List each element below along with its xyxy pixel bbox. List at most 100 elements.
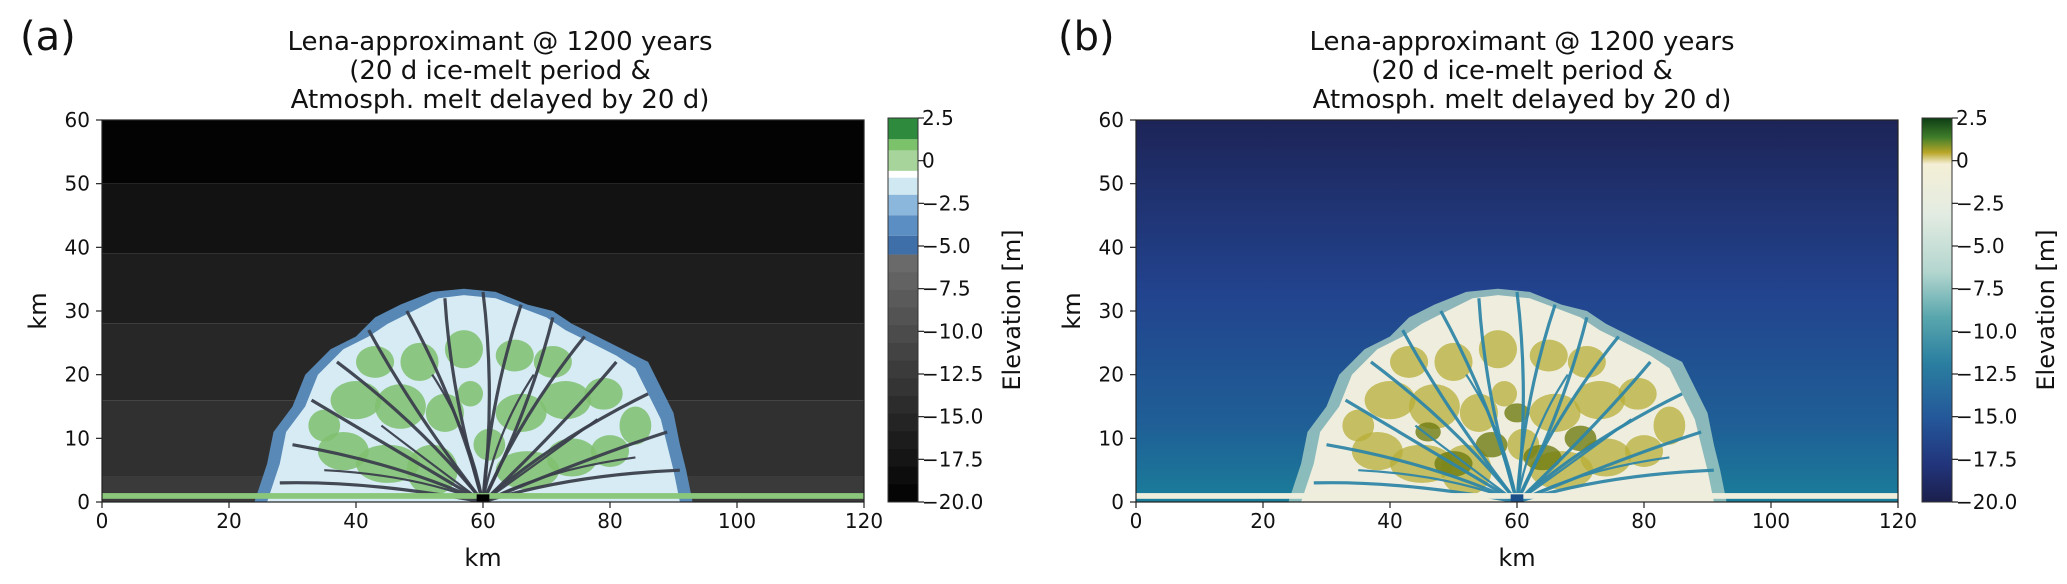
distributary-channel bbox=[481, 392, 649, 502]
x-tick-label: 40 bbox=[343, 509, 368, 533]
emergent-patch bbox=[1390, 346, 1429, 378]
emergent-patch bbox=[308, 409, 341, 442]
emergent-patch bbox=[1364, 381, 1416, 420]
distributary-channel bbox=[1414, 424, 1518, 502]
panel-b-colorbar: 2.5 0 −2.5 −5.0 −7.5 −10.0 −12.5 −15.0 −17.5 −20.… bbox=[1921, 106, 2060, 514]
colorbar-frame bbox=[1921, 117, 1953, 503]
x-axis-label: km bbox=[464, 544, 501, 572]
panel-a-plot-area bbox=[102, 120, 864, 502]
distributary-channel bbox=[380, 424, 484, 502]
colorbar-segment bbox=[888, 484, 918, 503]
emergent-patch bbox=[444, 330, 484, 369]
colorbar-tick-label: 2.5 bbox=[922, 106, 954, 130]
emergent-patch bbox=[1653, 406, 1686, 445]
x-tick-label: 0 bbox=[96, 509, 109, 533]
colorbar-tick-label: −17.5 bbox=[922, 447, 983, 471]
colorbar-segment bbox=[888, 254, 918, 273]
colorbar-tick-label: −5.0 bbox=[922, 234, 971, 258]
emergent-patch bbox=[425, 393, 464, 432]
colorbar-segment bbox=[888, 177, 918, 195]
panel-letter-a: (a) bbox=[20, 14, 76, 60]
panel-b-plot-area bbox=[1136, 120, 1898, 502]
colorbar-tick-label: −10.0 bbox=[1956, 319, 2017, 343]
colorbar-segment bbox=[888, 215, 918, 236]
panel-a-title: Lena-approximant @ 1200 years (20 d ice-… bbox=[230, 28, 770, 115]
colorbar-segment bbox=[888, 413, 918, 432]
colorbar-segment bbox=[888, 150, 918, 171]
colorbar-segment bbox=[888, 139, 918, 151]
colorbar-label: Elevation [m] bbox=[2032, 229, 2060, 390]
panel-a-title-line-3: Atmosph. melt delayed by 20 d) bbox=[290, 85, 710, 115]
colorbar-tick-label: −20.0 bbox=[922, 490, 983, 514]
distributary-channel bbox=[1465, 374, 1519, 502]
emergent-patch bbox=[1529, 339, 1568, 372]
y-tick-label: 60 bbox=[65, 108, 90, 132]
distributary-channel bbox=[1515, 392, 1683, 502]
y-tick-label: 30 bbox=[65, 299, 90, 323]
x-tick-label: 20 bbox=[1250, 509, 1275, 533]
emergent-patch bbox=[1459, 393, 1498, 432]
colorbar-tick-label: 0 bbox=[1956, 149, 1969, 173]
emergent-patch bbox=[457, 381, 483, 407]
distributary-channel bbox=[481, 335, 586, 502]
panel-b-title-line-1: Lena-approximant @ 1200 years bbox=[1309, 27, 1735, 57]
inlet bbox=[476, 494, 490, 502]
y-tick-label: 0 bbox=[1111, 490, 1124, 514]
colorbar-segment bbox=[888, 235, 918, 255]
colorbar-label: Elevation [m] bbox=[998, 229, 1026, 390]
emergent-patch bbox=[619, 406, 652, 445]
y-tick-label: 20 bbox=[65, 363, 90, 387]
emergent-patch bbox=[356, 346, 395, 378]
distributary-channel bbox=[482, 418, 598, 502]
emergent-patch bbox=[1478, 330, 1517, 369]
emergent-patch bbox=[375, 384, 426, 429]
distributary-channel bbox=[1401, 329, 1519, 502]
distributary-channel bbox=[1516, 430, 1702, 502]
colorbar-segment bbox=[888, 170, 918, 178]
y-axis-label: km bbox=[1058, 292, 1086, 329]
colorbar-segment bbox=[888, 307, 918, 326]
y-tick-label: 40 bbox=[1099, 235, 1124, 259]
y-axis-label: km bbox=[24, 292, 52, 329]
emergent-patch bbox=[330, 381, 382, 420]
sea-band bbox=[102, 183, 864, 254]
distributary-channel bbox=[1477, 298, 1519, 502]
emergent-patch bbox=[1574, 381, 1625, 420]
colorbar-tick-label: −5.0 bbox=[1956, 234, 2005, 258]
distributary-channel bbox=[1326, 443, 1518, 502]
distributary-channel bbox=[1516, 418, 1632, 502]
distributary-channel bbox=[482, 430, 668, 502]
y-tick-label: 50 bbox=[1099, 172, 1124, 196]
x-tick-label: 80 bbox=[1631, 509, 1656, 533]
colorbar-segment bbox=[888, 118, 918, 140]
colorbar-segment bbox=[888, 395, 918, 415]
colorbar-segment bbox=[888, 466, 918, 485]
panel-b-title-line-2: (20 d ice-melt period & bbox=[1371, 56, 1673, 86]
colorbar-frame bbox=[887, 117, 919, 503]
colorbar-segment bbox=[888, 448, 918, 468]
colorbar-tick-label: −12.5 bbox=[1956, 362, 2017, 386]
emergent-patch bbox=[1491, 381, 1517, 407]
colorbar-tick-label: 2.5 bbox=[1956, 106, 1988, 130]
inlet bbox=[1510, 494, 1524, 502]
distributary-channel bbox=[310, 398, 484, 502]
x-tick-label: 20 bbox=[216, 509, 241, 533]
panel-a-title-line-1: Lena-approximant @ 1200 years bbox=[287, 27, 713, 57]
colorbar-tick-label: −7.5 bbox=[1956, 277, 2005, 301]
colorbar-tick-label: −7.5 bbox=[922, 277, 971, 301]
panel-b-heatmap-chart: 0 20 40 60 80 100 120 0 10 20 30 40 50 60 km km 2.5 0 −2.5… bbox=[1058, 106, 2060, 572]
distributary-channel bbox=[481, 360, 618, 502]
colorbar-segment bbox=[888, 289, 918, 309]
panel-b-title: Lena-approximant @ 1200 years (20 d ice-… bbox=[1252, 28, 1792, 115]
colorbar-tick-label: −20.0 bbox=[1956, 490, 2017, 514]
colorbar-tick-label: −2.5 bbox=[1956, 191, 2005, 215]
colorbar-tick-label: −15.0 bbox=[922, 405, 983, 429]
colorbar-tick-label: −10.0 bbox=[922, 319, 983, 343]
distributary-channel bbox=[481, 374, 535, 502]
x-tick-label: 120 bbox=[845, 509, 883, 533]
y-tick-label: 10 bbox=[65, 426, 90, 450]
panel-b-title-line-3: Atmosph. melt delayed by 20 d) bbox=[1312, 85, 1732, 115]
x-tick-label: 0 bbox=[1130, 509, 1143, 533]
colorbar-segment bbox=[888, 325, 918, 344]
distributary-channel bbox=[367, 329, 485, 502]
